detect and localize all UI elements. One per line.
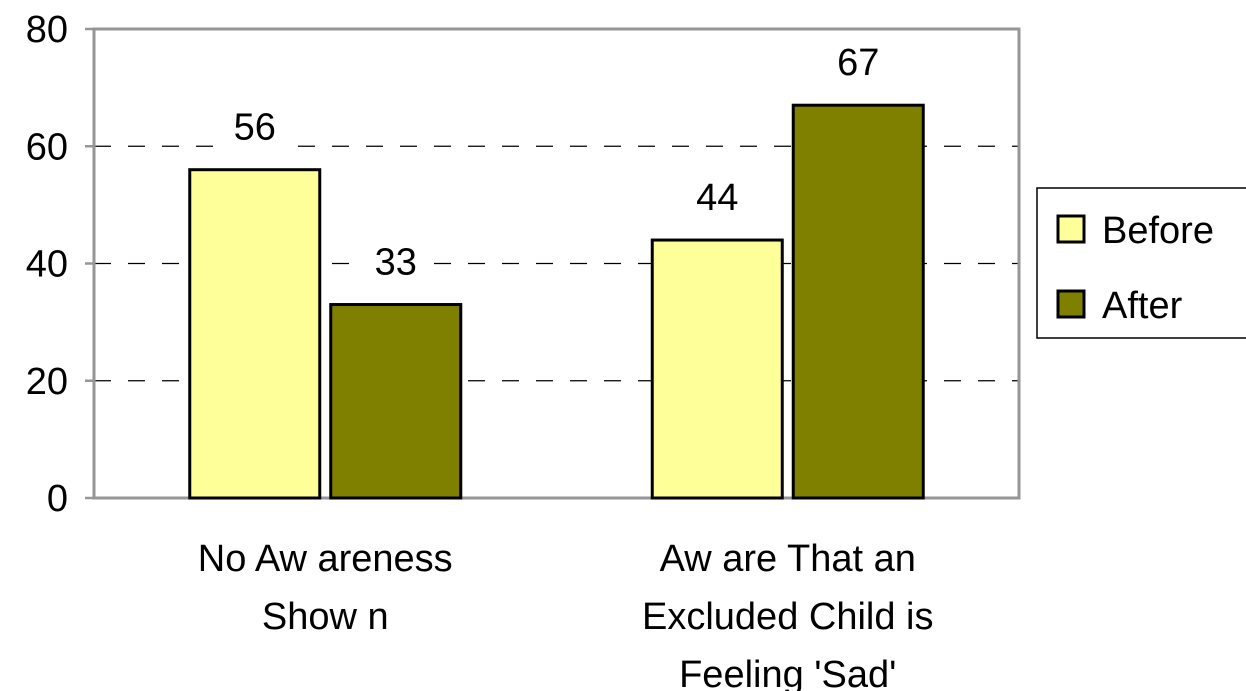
data-label-background: [679, 176, 756, 221]
data-labels: 56 33 44 67: [216, 41, 897, 285]
data-label-background: [216, 105, 293, 150]
y-tick-label: 20: [26, 361, 68, 403]
bar-after: [791, 103, 925, 500]
legend: Before After: [1036, 187, 1246, 339]
x-category-label: Feeling 'Sad': [679, 654, 896, 691]
y-tick-label: 40: [26, 244, 68, 286]
data-label-background: [820, 41, 897, 86]
legend-swatch-after: [1056, 289, 1086, 319]
x-category-label: Aw are That an: [660, 538, 916, 580]
x-category-label: No Aw areness: [198, 538, 453, 580]
legend-swatch-before: [1056, 214, 1086, 244]
x-axis-labels: No Aw areness Show n Aw are That an Exclude…: [198, 538, 934, 691]
x-category-label: Excluded Child is: [642, 596, 933, 638]
bar-before: [188, 168, 322, 500]
y-tick-label: 60: [26, 126, 68, 168]
data-label: 56: [234, 107, 276, 149]
y-tick-label: 80: [26, 9, 68, 51]
data-label-background: [357, 240, 434, 285]
data-label: 33: [375, 242, 417, 284]
y-axis: 0 20 40 60 80: [26, 9, 94, 520]
bar-after: [329, 303, 463, 500]
legend-label-after: After: [1102, 285, 1183, 327]
data-label: 67: [837, 42, 879, 84]
bars: [188, 103, 925, 500]
y-tick-label: 0: [47, 478, 68, 520]
legend-label-before: Before: [1102, 210, 1214, 252]
data-label: 44: [696, 177, 738, 219]
x-category-label: Show n: [262, 596, 389, 638]
bar-before: [650, 238, 784, 500]
